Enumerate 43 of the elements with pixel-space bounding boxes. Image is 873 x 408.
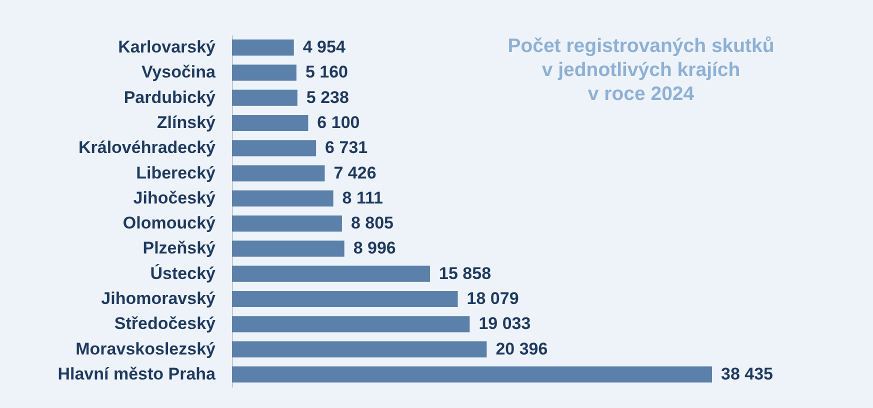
y-tick-label: Hlavní město Praha (58, 364, 216, 384)
bar (232, 40, 294, 56)
y-tick-label: Ústecký (150, 262, 216, 283)
bar (232, 290, 458, 308)
data-label: 8 996 (353, 238, 396, 258)
bar (232, 366, 712, 382)
y-tick-label: Středočeský (114, 314, 216, 334)
y-tick-label: Liberecký (136, 163, 216, 182)
y-tick-label: Plzeňský (142, 238, 216, 258)
data-label: 20 396 (496, 339, 548, 358)
y-tick-label: Zlínský (156, 113, 216, 132)
y-tick-label: Karlovarský (118, 38, 216, 57)
bar (232, 64, 296, 81)
data-label: 38 435 (721, 364, 773, 384)
data-label: 6 731 (325, 138, 368, 158)
y-tick-label: Vysočina (141, 62, 216, 82)
data-label: 6 100 (317, 113, 360, 132)
bar (232, 216, 342, 232)
y-tick-label: Pardubický (124, 88, 216, 107)
data-label: 5 238 (306, 88, 349, 107)
y-tick-label: Olomoucký (122, 214, 216, 233)
bar (232, 90, 298, 106)
bar (232, 266, 430, 282)
bar (232, 316, 470, 332)
data-label: 5 160 (305, 62, 348, 82)
bar (232, 140, 316, 156)
bar (232, 114, 308, 132)
y-tick-label: Jihočeský (133, 188, 216, 208)
data-label: 8 805 (350, 214, 394, 233)
y-tick-label: Královéhradecký (78, 138, 216, 158)
bar (232, 341, 487, 358)
data-label: 4 954 (302, 38, 346, 57)
data-label: 19 033 (478, 314, 531, 334)
data-label: 15 858 (439, 264, 492, 283)
data-label: 7 426 (334, 163, 376, 182)
y-tick-label: Moravskoslezský (76, 339, 216, 358)
y-tick-label: Jihomoravský (101, 289, 216, 308)
bar (232, 190, 334, 206)
data-label: 8 111 (342, 188, 383, 208)
bar (232, 240, 344, 257)
data-label: 18 079 (466, 289, 519, 308)
text: Počet registrovaných skutků v jednotlivých krajích v roce 2024 (508, 35, 774, 105)
bar (232, 165, 325, 182)
